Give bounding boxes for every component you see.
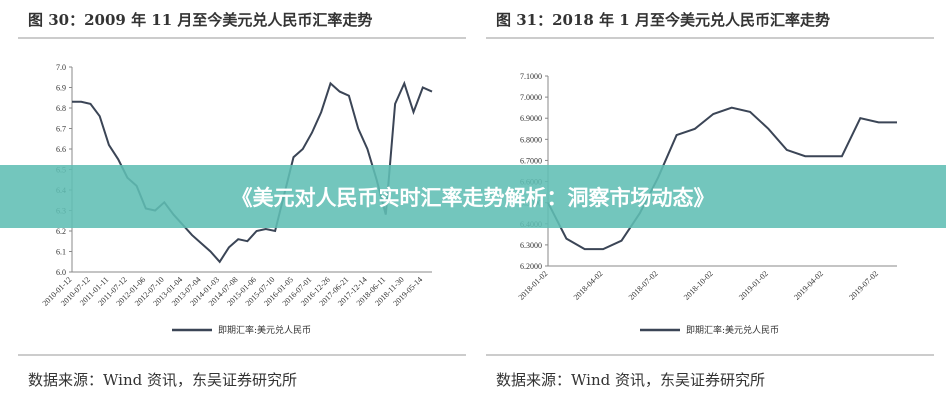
y-tick-label: 6.9000 <box>520 114 542 123</box>
legend-label: 即期汇率:美元兑人民币 <box>218 324 311 336</box>
chart-title: 图 30：2009 年 11 月至今美元兑人民币汇率走势 <box>28 11 372 29</box>
y-tick-label: 6.1 <box>56 248 66 257</box>
y-tick-label: 6.6 <box>56 145 66 154</box>
x-tick-label: 2018-10-02 <box>682 269 715 302</box>
source: 数据来源：Wind 资讯，东吴证券研究所 <box>28 371 297 389</box>
y-tick-label: 6.3000 <box>520 241 542 250</box>
legend-label: 即期汇率:美元兑人民币 <box>686 324 779 336</box>
y-tick-label: 6.0 <box>56 268 66 277</box>
y-tick-label: 6.9 <box>56 84 66 93</box>
series-line <box>547 106 897 251</box>
y-tick-label: 7.1000 <box>520 72 542 81</box>
banner: 《美元对人民币实时汇率走势解析：洞察市场动态》 <box>0 165 946 228</box>
y-tick-label: 6.8000 <box>520 135 542 144</box>
x-tick-label: 2019-07-02 <box>847 269 880 302</box>
y-tick-label: 6.2000 <box>520 262 542 271</box>
y-tick-label: 7.0 <box>56 63 66 72</box>
x-tick-label: 2018-01-02 <box>517 269 550 302</box>
x-tick-label: 2018-04-02 <box>572 269 605 302</box>
chart-title: 图 31：2018 年 1 月至今美元兑人民币汇率走势 <box>496 11 830 29</box>
y-tick-label: 6.8 <box>56 104 66 113</box>
x-tick-label: 2018-07-02 <box>627 269 660 302</box>
y-tick-label: 6.7 <box>56 125 66 134</box>
x-tick-label: 2019-04-02 <box>792 269 825 302</box>
source: 数据来源：Wind 资讯，东吴证券研究所 <box>496 371 765 389</box>
y-tick-label: 6.2 <box>56 227 66 236</box>
y-tick-label: 7.0000 <box>520 93 542 102</box>
x-tick-label: 2019-01-02 <box>737 269 770 302</box>
y-tick-label: 6.7000 <box>520 156 542 165</box>
